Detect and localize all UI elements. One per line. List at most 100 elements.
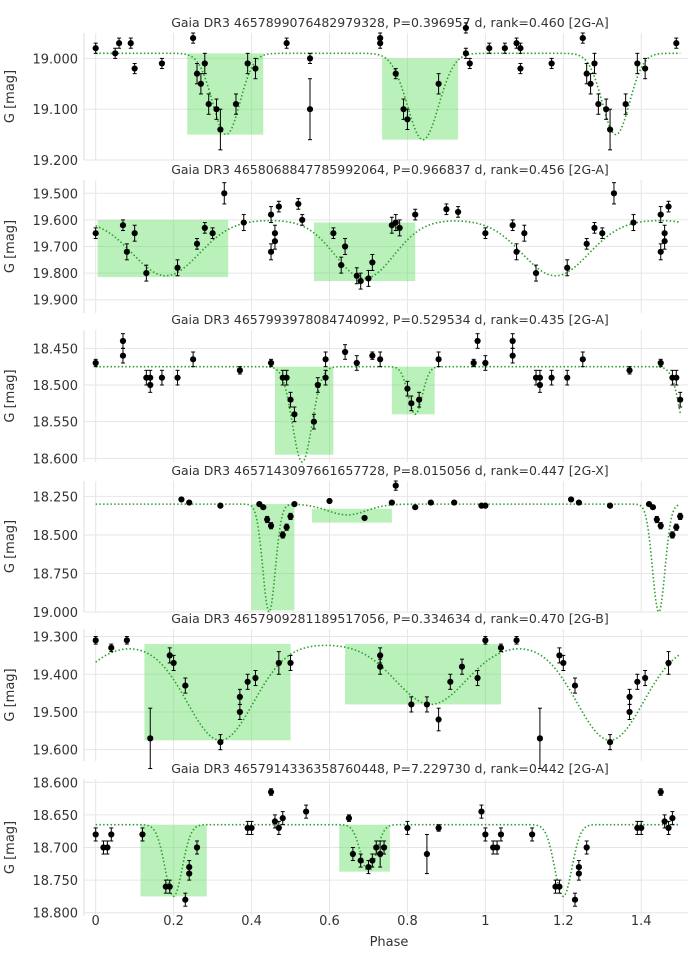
data-point xyxy=(119,352,127,359)
data-point xyxy=(217,739,224,746)
data-point xyxy=(322,356,329,363)
y-tick-label: 18.450 xyxy=(33,342,79,357)
data-point xyxy=(345,815,353,822)
eclipse-window xyxy=(140,824,207,897)
data-point xyxy=(443,206,450,213)
panel-3: 18.450 18.500 18.550 18.600 Gaia DR3 4657993… xyxy=(3,312,688,467)
data-point xyxy=(92,637,99,644)
data-point xyxy=(267,211,275,218)
data-point xyxy=(338,262,345,269)
data-point xyxy=(326,497,333,505)
y-tick-label: 19.000 xyxy=(33,606,79,621)
eclipse-window xyxy=(274,366,334,455)
data-point xyxy=(497,831,505,838)
data-point xyxy=(306,55,314,62)
y-tick-label: 19.200 xyxy=(33,154,79,169)
x-axis-label: Phase xyxy=(370,935,409,950)
y-tick-label: 19.700 xyxy=(33,241,79,256)
data-point xyxy=(322,374,329,381)
data-point xyxy=(497,644,505,651)
data-point xyxy=(392,219,399,226)
data-point xyxy=(377,663,384,670)
data-point xyxy=(353,272,360,279)
data-point xyxy=(642,674,649,682)
data-point xyxy=(170,659,177,667)
y-tick-label: 18.750 xyxy=(33,567,79,582)
data-point xyxy=(119,337,127,345)
data-point xyxy=(482,502,489,509)
data-point xyxy=(279,815,286,822)
data-point xyxy=(591,224,598,231)
data-point xyxy=(634,678,641,685)
panels-group: 19.000 19.100 19.200 Gaia DR3 4657899076482… xyxy=(3,15,688,922)
data-point xyxy=(462,50,469,57)
data-point xyxy=(579,34,586,42)
y-tick-label: 19.000 xyxy=(33,52,79,67)
data-point xyxy=(264,516,271,523)
data-point xyxy=(283,40,290,47)
eclipse-window xyxy=(97,219,229,278)
data-point xyxy=(240,219,247,226)
data-point xyxy=(283,374,290,381)
x-tick-label: 1.4 xyxy=(631,914,652,929)
data-point xyxy=(377,34,384,42)
data-point xyxy=(190,356,197,363)
data-point xyxy=(271,818,279,825)
data-point xyxy=(217,502,224,509)
data-point xyxy=(447,678,454,685)
data-point xyxy=(108,831,115,838)
data-point xyxy=(536,381,544,389)
data-point xyxy=(147,735,154,742)
data-point xyxy=(591,60,598,67)
data-point xyxy=(357,857,364,864)
y-tick-label: 19.600 xyxy=(33,214,79,229)
data-point xyxy=(482,230,489,237)
data-point xyxy=(123,637,130,644)
data-point xyxy=(112,50,119,57)
data-point xyxy=(365,275,372,282)
y-axis-label: G [mag] xyxy=(3,821,18,874)
data-point xyxy=(147,381,154,389)
data-point xyxy=(435,824,442,832)
data-point xyxy=(435,356,442,363)
y-tick-label: 18.250 xyxy=(33,490,79,505)
data-point xyxy=(474,337,481,345)
data-point xyxy=(369,352,376,359)
data-point xyxy=(536,735,544,742)
data-point xyxy=(665,203,672,210)
data-point xyxy=(579,356,586,363)
data-point xyxy=(657,788,664,796)
x-tick-label: 0.4 xyxy=(241,914,262,929)
data-point xyxy=(548,374,555,381)
x-tick-label: 1 xyxy=(481,914,489,929)
data-point xyxy=(435,80,442,87)
data-point xyxy=(201,224,208,231)
data-point xyxy=(661,818,668,825)
data-point xyxy=(158,60,166,67)
data-point xyxy=(482,359,489,367)
data-point xyxy=(400,106,407,113)
x-tick-label: 0 xyxy=(92,914,100,929)
data-point xyxy=(509,222,516,229)
y-tick-label: 18.600 xyxy=(33,776,79,791)
data-point xyxy=(454,208,462,216)
data-point xyxy=(314,381,321,389)
x-tick-label: 0.8 xyxy=(397,914,418,929)
data-point xyxy=(369,259,376,266)
panel-5: 19.300 19.400 19.500 19.600 Gaia DR3 4657909… xyxy=(3,611,688,770)
data-point xyxy=(174,374,181,381)
data-point xyxy=(252,65,259,72)
data-point xyxy=(673,374,680,381)
data-point xyxy=(661,238,668,245)
data-point xyxy=(380,844,388,851)
data-point xyxy=(267,788,275,796)
data-point xyxy=(92,359,99,367)
data-point xyxy=(649,504,657,511)
data-point xyxy=(427,499,434,506)
panel-title: Gaia DR3 4657143097661657728, P=8.015056… xyxy=(171,463,608,478)
data-point xyxy=(252,674,259,682)
model-curve xyxy=(95,503,681,614)
data-point xyxy=(474,674,481,682)
data-point xyxy=(556,652,563,659)
data-point xyxy=(517,65,524,72)
